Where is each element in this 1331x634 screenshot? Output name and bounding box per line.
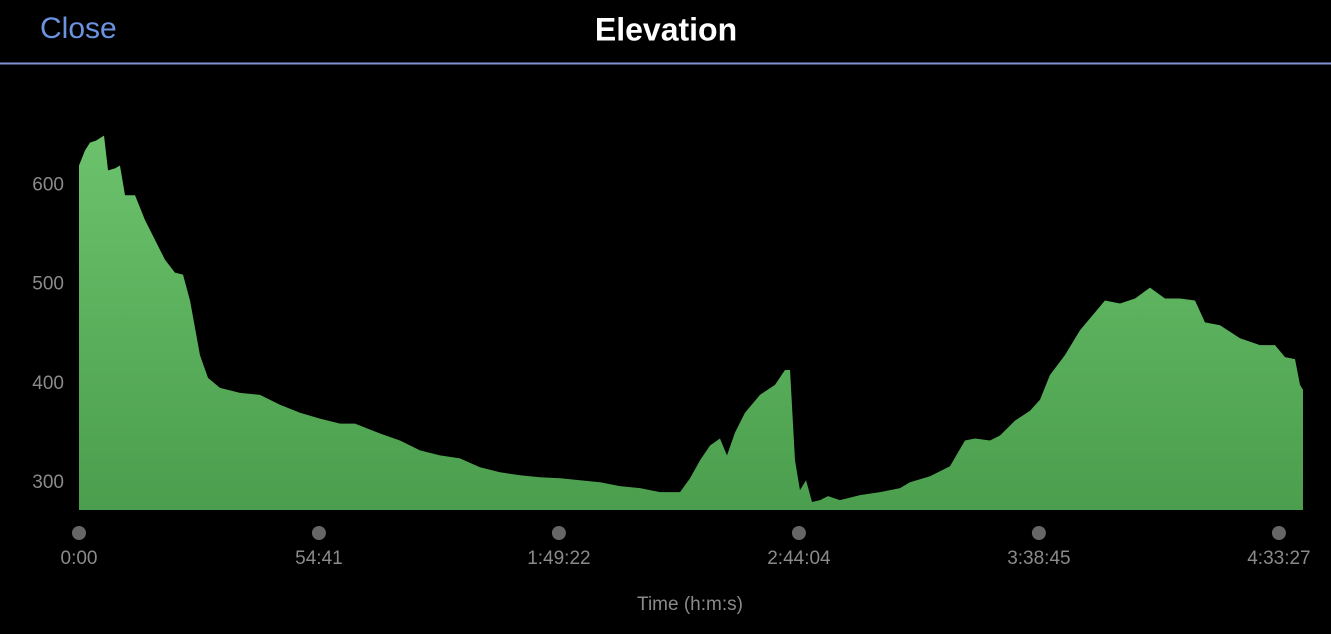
x-tick-dot <box>72 526 86 540</box>
x-axis-label: Time (h:m:s) <box>637 594 743 615</box>
y-tick-label: 600 <box>32 174 64 195</box>
close-button[interactable]: Close <box>40 12 117 45</box>
title: Elevation <box>595 11 737 47</box>
x-tick-dot <box>311 526 326 540</box>
x-tick-dot <box>1031 526 1046 540</box>
x-tick-label: 4:33:27 <box>1247 548 1310 569</box>
y-tick-label: 300 <box>32 472 64 493</box>
x-tick-dot <box>791 526 806 540</box>
x-tick-label: 3:38:45 <box>1007 548 1070 569</box>
y-tick-label: 500 <box>32 274 64 295</box>
x-tick-label: 54:41 <box>295 548 343 569</box>
x-tick-dot <box>551 526 566 540</box>
x-tick-label: 1:49:22 <box>527 548 590 569</box>
x-tick-dot <box>1271 526 1286 540</box>
y-tick-label: 400 <box>32 373 64 394</box>
x-tick-label: 0:00 <box>61 548 98 569</box>
elevation-area <box>79 135 1303 510</box>
x-tick-label: 2:44:04 <box>767 548 831 569</box>
